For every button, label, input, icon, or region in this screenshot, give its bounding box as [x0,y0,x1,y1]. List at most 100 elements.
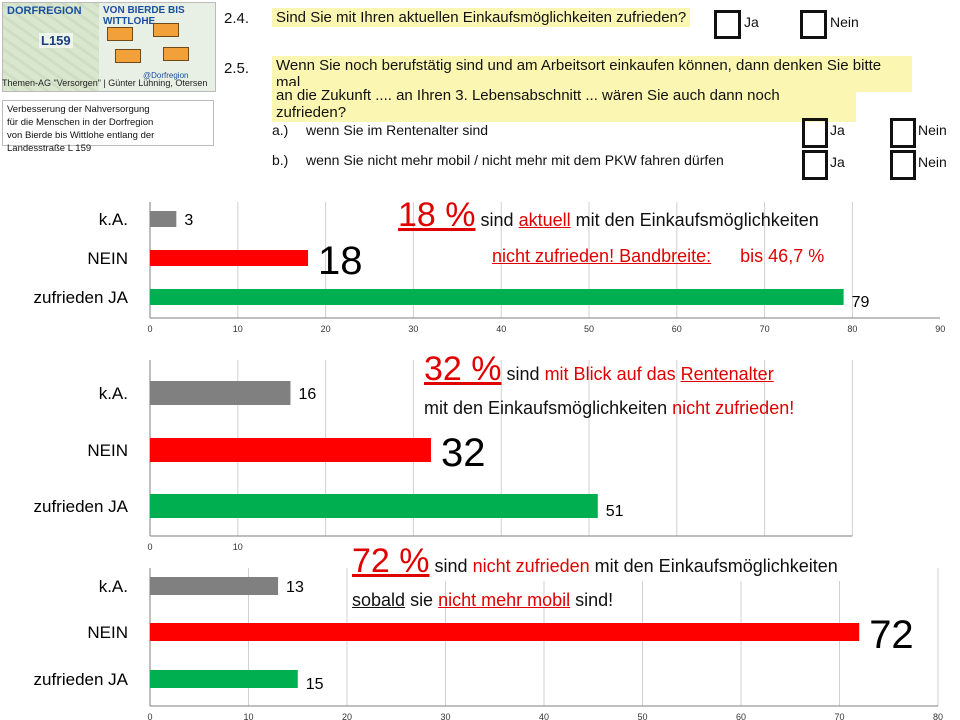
annotation-text: mit den Einkaufsmöglichkeiten [575,210,819,230]
x-tick-label: 60 [736,712,746,720]
bar-ka [150,211,177,227]
data-label: 79 [852,294,870,311]
option-a-text: wenn Sie im Rentenalter sind [306,122,489,138]
bar-ja [150,494,598,518]
bar-nein [150,250,309,266]
annotation-percent: 72 % [352,542,430,580]
annotation-percent: 32 % [424,350,502,388]
x-tick-label: 50 [637,712,647,720]
x-tick-label: 20 [342,712,352,720]
note-line: von Bierde bis Wittlohe entlang der Land… [7,130,155,154]
x-tick-label: 0 [147,324,152,334]
category-label: zufrieden JA [34,670,129,689]
data-label: 13 [286,579,304,596]
sign-graphic [115,49,141,63]
question-text: an die Zukunft .... an Ihren 3. Lebensab… [272,86,856,122]
x-tick-label: 10 [233,542,243,552]
data-label: 15 [306,676,324,693]
logo-brand-right: VON BIERDE BIS WITTLOHE [103,5,185,27]
facebook-handle: @Dorfregion [143,71,189,80]
annotation-2: 32 % sind mit Blick auf das Rentenalter [424,350,774,389]
bar-ka [150,577,279,595]
sign-graphic [107,27,133,41]
question-text: Sind Sie mit Ihren aktuellen Einkaufsmög… [272,8,691,27]
highlight-value-label: 72 [869,613,914,657]
x-tick-label: 0 [147,542,152,552]
category-label: zufrieden JA [34,288,129,307]
option-b-text: wenn Sie nicht mehr mobil / nicht mehr m… [306,152,724,168]
data-label: 16 [298,386,316,403]
annotation-text: bis 46,7 % [740,246,825,266]
no-checkbox[interactable] [800,10,827,39]
category-label: NEIN [87,249,128,268]
a-yes-checkbox[interactable] [802,118,828,148]
b-yes-label: Ja [830,154,845,170]
annotation-text: nicht zufrieden [472,556,590,576]
annotation-2-line2: mit den Einkaufsmöglichkeiten nicht zufr… [424,398,794,419]
x-tick-label: 60 [672,324,682,334]
data-label: 51 [606,503,624,520]
x-tick-label: 10 [233,324,243,334]
a-no-label: Nein [918,122,947,138]
category-label: k.A. [99,384,128,403]
annotation-text: aktuell [518,210,571,230]
yes-label: Ja [744,14,759,30]
annotation-3: 72 % sind nicht zufrieden mit den Einkau… [352,542,846,581]
category-label: NEIN [87,441,128,460]
category-label: k.A. [99,577,128,596]
note-line: für die Menschen in der Dorfregion [7,117,154,128]
bar-ja [150,289,844,305]
b-no-label: Nein [918,154,947,170]
annotation-text: Rentenalter [680,364,774,384]
x-tick-label: 0 [147,712,152,720]
header-note: Verbesserung der Nahversorgung für die M… [2,100,214,154]
x-tick-label: 80 [847,324,857,334]
annotation-text: mit den Einkaufsmöglichkeiten [594,556,838,576]
x-tick-label: 70 [834,712,844,720]
annotation-text: mit den Einkaufsmöglichkeiten [424,398,668,418]
data-label: 3 [184,212,193,229]
x-tick-label: 40 [496,324,506,334]
annotation-text: nicht mehr mobil [438,590,571,610]
x-tick-label: 30 [408,324,418,334]
annotation-text: nicht zufrieden! Bandbreite: [492,246,712,266]
x-tick-label: 40 [539,712,549,720]
bar-ka [150,381,291,405]
annotation-text: sind [506,364,540,384]
logo-brand-left: DORFREGION [7,5,82,17]
x-tick-label: 10 [243,712,253,720]
x-tick-label: 30 [440,712,450,720]
bar-ja [150,670,298,688]
x-tick-label: 80 [933,712,943,720]
highlight-value-label: 32 [441,431,486,475]
highlight-value-label: 18 [318,239,363,283]
annotation-text: mit Blick auf das [544,364,676,384]
yes-checkbox[interactable] [714,10,741,39]
a-yes-label: Ja [830,122,845,138]
option-b-label: b.) [272,152,289,168]
x-tick-label: 70 [760,324,770,334]
question-number: 2.5. [224,60,250,77]
no-label: Nein [830,14,859,30]
question-number: 2.4. [224,10,250,27]
bar-nein [150,623,860,641]
b-no-checkbox[interactable] [890,150,916,180]
annotation-text: nicht zufrieden! [672,398,795,418]
annotation-3-line2: sobald sie nicht mehr mobil sind! [352,590,613,611]
annotation-percent: 18 % [398,196,476,234]
annotation-text: sind [480,210,514,230]
sign-graphic [153,23,179,37]
annotation-text: sie [410,590,434,610]
annotation-text: sobald [352,590,406,610]
annotation-text: sind! [575,590,614,610]
category-label: NEIN [87,623,128,642]
annotation-1: 18 % sind aktuell mit den Einkaufsmöglic… [398,196,819,235]
annotation-1-line2: nicht zufrieden! Bandbreite: bis 46,7 % [492,246,824,267]
a-no-checkbox[interactable] [890,118,916,148]
annotation-text: sind [434,556,468,576]
header-subtitle: Themen-AG "Versorgen" | Günter Lühning, … [2,78,208,88]
b-yes-checkbox[interactable] [802,150,828,180]
dorfregion-logo: DORFREGION L159 VON BIERDE BIS WITTLOHE … [2,2,216,92]
x-tick-label: 20 [321,324,331,334]
